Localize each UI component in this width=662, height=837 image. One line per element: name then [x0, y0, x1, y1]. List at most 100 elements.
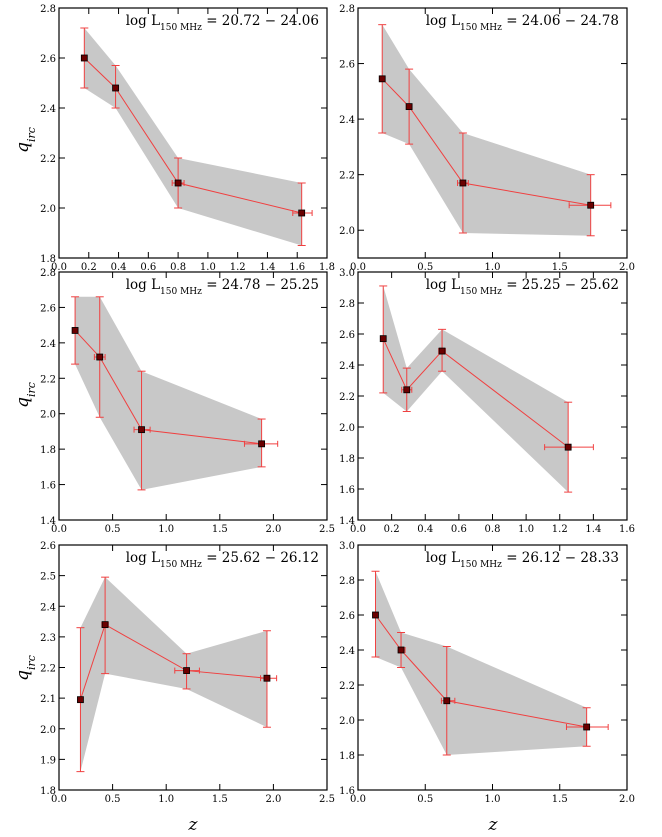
- x-tick-label: 2.0: [265, 524, 281, 535]
- ylabel-sub: irc: [25, 655, 38, 670]
- y-tick-label: 2.2: [40, 664, 56, 675]
- title-prefix: log L: [126, 277, 160, 293]
- y-tick-label: 2.2: [339, 392, 355, 403]
- data-point: [564, 443, 572, 451]
- title-range: = 24.78 − 25.25: [202, 277, 319, 293]
- y-tick-label: 2.8: [339, 576, 355, 587]
- y-tick-label: 1.9: [40, 755, 56, 766]
- x-tick-label: 0.2: [384, 524, 400, 535]
- y-tick-label: 2.2: [339, 171, 355, 182]
- title-range: = 26.12 − 28.33: [502, 550, 619, 566]
- title-subscript: 150 MHz: [460, 560, 502, 570]
- xlabel-right: z: [488, 815, 499, 835]
- y-tick-label: 1.8: [40, 254, 56, 265]
- x-tick-label: 1.0: [485, 794, 501, 805]
- y-tick-label: 2.4: [339, 361, 355, 372]
- y-tick-label: 2.6: [339, 611, 355, 622]
- x-tick-label: 0.5: [105, 524, 121, 535]
- series-line: [79, 623, 268, 700]
- series-line: [381, 78, 591, 206]
- confidence-band: [383, 285, 569, 493]
- data-point: [263, 674, 271, 682]
- x-tick-label: 0.0: [51, 794, 67, 805]
- panel-title: log L150 MHz = 24.06 − 24.78: [426, 13, 619, 33]
- x-tick-label: 1.8: [319, 262, 335, 273]
- y-tick-label: 1.8: [339, 454, 355, 465]
- x-tick-label: 0.5: [417, 262, 433, 273]
- ylabel-sub: irc: [25, 382, 38, 397]
- confidence-band: [75, 296, 262, 490]
- x-tick-label: 0.0: [350, 524, 366, 535]
- x-tick-label: 1.5: [552, 262, 568, 273]
- ylabel-q: q: [13, 397, 33, 408]
- x-tick-label: 0.0: [51, 262, 67, 273]
- panel-title: log L150 MHz = 26.12 − 28.33: [426, 550, 619, 570]
- y-tick-label: 1.6: [40, 481, 56, 492]
- y-tick-label: 2.4: [40, 339, 56, 350]
- y-tick-label: 2.8: [40, 268, 56, 279]
- title-subscript: 150 MHz: [160, 560, 202, 570]
- data-point: [174, 179, 182, 187]
- y-tick-label: 2.4: [339, 646, 355, 657]
- confidence-band: [382, 24, 591, 236]
- data-point: [397, 646, 405, 654]
- data-point: [372, 611, 379, 619]
- x-tick-label: 1.0: [158, 794, 174, 805]
- plot-frame: [58, 271, 328, 521]
- y-tick-label: 2.2: [339, 681, 355, 692]
- ylabel-row1: qirc: [13, 127, 38, 153]
- data-point: [101, 621, 109, 629]
- y-tick-label: 2.1: [40, 694, 56, 705]
- y-tick-label: 2.5: [40, 572, 56, 583]
- data-point: [258, 440, 266, 448]
- data-point: [405, 103, 413, 111]
- x-tick-label: 1.4: [585, 524, 601, 535]
- data-point: [80, 54, 88, 62]
- x-tick-label: 1.2: [230, 262, 246, 273]
- x-tick-label: 1.0: [200, 262, 216, 273]
- ylabel-q: q: [13, 670, 33, 681]
- panel-1: 0.0 0.2 0.4 0.6 0.8 1.0 1.2 1.4 1.6 1.8 1.8 2.0 2.2 2…: [40, 4, 335, 273]
- title-range: = 20.72 − 24.06: [202, 13, 319, 29]
- title-prefix: log L: [426, 13, 460, 29]
- y-tick-label: 2.6: [40, 541, 56, 552]
- y-tick-label: 3.0: [339, 541, 355, 552]
- title-range: = 25.25 − 25.62: [502, 277, 619, 293]
- x-tick-label: 0.0: [350, 794, 366, 805]
- title-range: = 25.62 − 26.12: [202, 550, 319, 566]
- y-tick-label: 2.4: [40, 602, 56, 613]
- x-tick-label: 0.2: [81, 262, 97, 273]
- panels-group: 0.0 0.2 0.4 0.6 0.8 1.0 1.2 1.4 1.6 1.8 1.8 2.0 2.2 2…: [40, 4, 635, 805]
- x-tick-label: 1.2: [552, 524, 568, 535]
- series-line: [74, 330, 262, 445]
- data-point: [583, 723, 591, 731]
- x-tick-label: 1.4: [259, 262, 275, 273]
- x-tick-label: 1.0: [158, 524, 174, 535]
- title-subscript: 150 MHz: [460, 23, 502, 33]
- x-tick-label: 0.5: [105, 794, 121, 805]
- panel-6: 0.0 0.5 1.0 1.5 2.0 1.6 1.8 2.0 2.2 2.4 2.6 2.8 3.0 l…: [339, 541, 635, 805]
- y-tick-label: 2.0: [339, 226, 355, 237]
- y-tick-label: 2.0: [40, 410, 56, 421]
- ylabel-row2: qirc: [13, 382, 38, 408]
- y-tick-label: 1.4: [339, 516, 355, 527]
- panel-2: 0.0 0.5 1.0 1.5 2.0 2.0 2.2 2.4 2.6 2.8 log L150 M…: [339, 4, 635, 273]
- y-tick-label: 2.0: [339, 423, 355, 434]
- data-point: [298, 209, 306, 217]
- y-tick-label: 2.0: [339, 716, 355, 727]
- ylabel-q: q: [13, 142, 33, 153]
- y-tick-label: 2.4: [40, 104, 56, 115]
- panel-title: log L150 MHz = 25.25 − 25.62: [426, 277, 619, 297]
- y-tick-label: 2.8: [339, 4, 355, 15]
- y-tick-label: 2.8: [339, 299, 355, 310]
- x-tick-label: 1.5: [212, 794, 228, 805]
- panel-4: 0.0 0.2 0.4 0.6 0.8 1.0 1.2 1.4 1.6 1.4 1.6 1.8 2.0 2…: [339, 268, 635, 535]
- data-point: [403, 386, 411, 394]
- data-point: [71, 327, 79, 334]
- data-point: [112, 84, 119, 92]
- x-tick-label: 2.5: [319, 524, 335, 535]
- data-point: [378, 75, 386, 83]
- y-tick-label: 2.6: [40, 54, 56, 65]
- title-prefix: log L: [426, 550, 460, 566]
